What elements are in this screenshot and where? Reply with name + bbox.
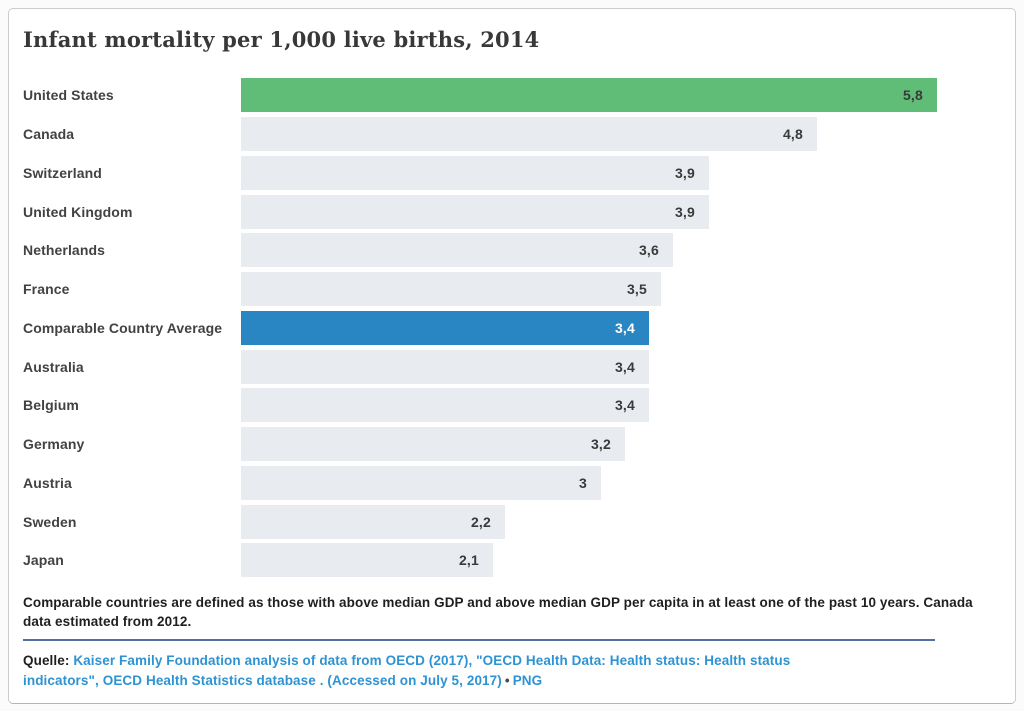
bar: 5,8	[241, 78, 937, 113]
bar-value-label: 5,8	[902, 87, 923, 104]
country-label: Australia	[23, 358, 84, 375]
bar: 3,9	[241, 155, 709, 190]
country-label: Belgium	[23, 397, 79, 414]
bar-track: 3,9	[241, 194, 1001, 229]
bar-row: Netherlands 3,6	[23, 231, 1001, 270]
bar-value-label: 3,4	[614, 397, 635, 414]
bar-value-label: 3	[579, 474, 587, 491]
country-label: Canada	[23, 126, 75, 143]
bar-chart: United States 5,8 Canada 4,8 Switzerland 3,9 U…	[23, 76, 1001, 580]
bar-value-label: 3,2	[590, 436, 611, 453]
bar-track: 3,9	[241, 155, 1001, 190]
bar-track: 4,8	[241, 117, 1001, 152]
bullet-separator: •	[504, 672, 510, 688]
country-label: Switzerland	[23, 164, 102, 181]
bar-track: 3,4	[241, 388, 1001, 423]
country-label: Germany	[23, 436, 85, 453]
bar-row: Austria 3	[23, 464, 1001, 503]
bar-value-label: 4,8	[782, 126, 803, 143]
bar: 3,9	[241, 194, 709, 229]
bar-track: 3,6	[241, 233, 1001, 268]
bar-track: 5,8	[241, 78, 1001, 113]
bar: 3,6	[241, 233, 673, 268]
bar-row: France 3,5	[23, 270, 1001, 309]
bar-value-label: 3,4	[614, 319, 635, 336]
bar: 3,4	[241, 310, 649, 345]
footnote: Comparable countries are defined as thos…	[23, 594, 973, 629]
bar-track: 3,5	[241, 272, 1001, 307]
bar: 4,8	[241, 117, 817, 152]
bar-row: Japan 2,1	[23, 541, 1001, 580]
bar-value-label: 3,4	[614, 358, 635, 375]
bar-value-label: 2,1	[458, 552, 479, 569]
bar: 3,2	[241, 427, 625, 462]
chart-title: Infant mortality per 1,000 live births, …	[23, 27, 540, 52]
country-label: United States	[23, 87, 114, 104]
bar: 3,4	[241, 349, 649, 384]
bar-row: Belgium 3,4	[23, 386, 1001, 425]
bar: 3,4	[241, 388, 649, 423]
source-prefix: Quelle:	[23, 652, 70, 668]
bar-track: 3,4	[241, 349, 1001, 384]
country-label: United Kingdom	[23, 203, 133, 220]
bar-value-label: 3,9	[674, 164, 695, 181]
divider-rule	[23, 638, 935, 641]
bar-row: Switzerland 3,9	[23, 154, 1001, 193]
bar: 3,5	[241, 272, 661, 307]
bar-value-label: 3,6	[638, 242, 659, 259]
bar-track: 3,2	[241, 427, 1001, 462]
bar-track: 3,4	[241, 310, 1001, 345]
bar: 2,2	[241, 504, 505, 539]
bar-row: Canada 4,8	[23, 115, 1001, 154]
bar-value-label: 3,9	[674, 203, 695, 220]
country-label: France	[23, 281, 70, 298]
chart-card: Infant mortality per 1,000 live births, …	[8, 8, 1016, 704]
source-line: Quelle: Kaiser Family Foundation analysi…	[23, 651, 813, 691]
bar-row: United Kingdom 3,9	[23, 192, 1001, 231]
country-label: Comparable Country Average	[23, 319, 223, 336]
country-label: Japan	[23, 552, 64, 569]
country-label: Austria	[23, 474, 72, 491]
bar-value-label: 2,2	[470, 513, 491, 530]
country-label: Netherlands	[23, 242, 106, 259]
bar-row: Germany 3,2	[23, 425, 1001, 464]
bar-row: Australia 3,4	[23, 347, 1001, 386]
bar-value-label: 3,5	[626, 281, 647, 298]
bar: 3	[241, 465, 601, 500]
bar-row: Comparable Country Average 3,4	[23, 309, 1001, 348]
bar-track: 2,2	[241, 504, 1001, 539]
bar-track: 3	[241, 465, 1001, 500]
source-link[interactable]: Kaiser Family Foundation analysis of dat…	[23, 652, 791, 688]
bar-track: 2,1	[241, 543, 1001, 578]
bar-row: Sweden 2,2	[23, 502, 1001, 541]
png-download-link[interactable]: PNG	[512, 672, 543, 688]
bar-row: United States 5,8	[23, 76, 1001, 115]
bar: 2,1	[241, 543, 493, 578]
country-label: Sweden	[23, 513, 77, 530]
